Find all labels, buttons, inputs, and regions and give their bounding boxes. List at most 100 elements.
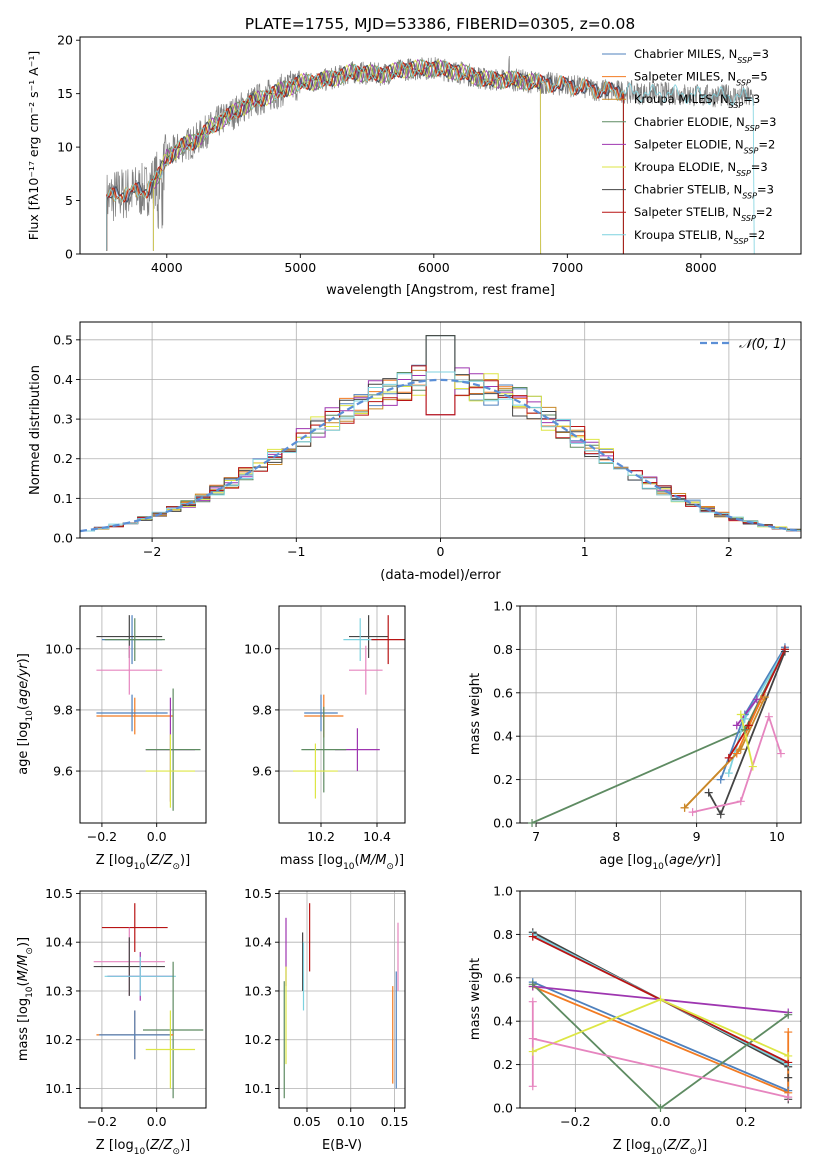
plot-area — [531, 646, 786, 823]
age-vs-metallicity-panel: −0.2 0.0 9.6 9.8 10.0 Z [log10(Z/Z⊙)] age [log… — [16, 605, 207, 872]
y-tick-label: 10 — [57, 140, 73, 155]
y-tick-label: 0.8 — [493, 927, 513, 942]
legend-entry: Chabrier ELODIE, NSSP=3 — [634, 115, 776, 133]
x-tick-label: 0.05 — [293, 1114, 321, 1129]
y-tick-label: 0.2 — [493, 1057, 513, 1072]
y-tick-label: 10.3 — [45, 983, 73, 998]
mass-weight-line — [532, 983, 789, 1108]
data-point-marker — [752, 695, 761, 704]
data-point-marker — [784, 1010, 793, 1019]
x-tick-label: 8000 — [685, 260, 717, 275]
axes-frame — [278, 605, 406, 824]
model-series-line — [152, 59, 542, 254]
data-point-marker — [764, 712, 773, 721]
x-tick-label: 0.2 — [736, 1114, 756, 1129]
x-axis-label: (data-model)/error — [380, 568, 501, 583]
x-tick-label: −0.2 — [87, 1114, 117, 1129]
data-point-marker — [528, 1082, 537, 1091]
y-tick-label: 10.0 — [45, 641, 73, 656]
y-tick-label: 0.6 — [493, 685, 513, 700]
model-series-line — [106, 60, 624, 254]
x-tick-label: 10.4 — [363, 829, 391, 844]
y-tick-label: 10.1 — [45, 1081, 73, 1096]
data-point-marker — [724, 769, 733, 778]
model-series-line — [152, 59, 542, 254]
data-point-marker — [716, 775, 725, 784]
data-point-marker — [744, 721, 753, 730]
mass-weight-line — [736, 698, 758, 726]
y-tick-label: 9.6 — [252, 764, 272, 779]
data-point-marker — [736, 745, 745, 754]
data-point-marker — [784, 1028, 793, 1037]
x-axis-label: Z [log10(Z/Z⊙)] — [96, 1138, 190, 1157]
y-tick-label: 9.8 — [252, 702, 272, 717]
plot-area — [96, 615, 201, 811]
y-tick-label: 0.6 — [493, 970, 513, 985]
y-tick-label: 10.4 — [244, 935, 272, 950]
data-point-marker — [680, 803, 689, 812]
y-tick-label: 5 — [65, 193, 73, 208]
data-point-marker — [704, 788, 713, 797]
y-tick-label: 1.0 — [493, 599, 513, 614]
data-point-marker — [528, 1034, 537, 1043]
data-point-marker — [528, 997, 537, 1006]
y-tick-label: 10.5 — [45, 886, 73, 901]
y-tick-label: 0.0 — [493, 816, 513, 831]
y-tick-label: 9.6 — [53, 764, 73, 779]
data-point-marker — [528, 819, 537, 827]
legend-entry: Kroupa ELODIE, NSSP=3 — [634, 160, 768, 178]
age-vs-mass-panel: 10.2 10.4 9.6 9.8 10.0 mass [log10(M/M⊙)] — [244, 605, 406, 872]
mass-weight-line — [532, 981, 789, 1092]
plot-area — [93, 903, 204, 1099]
legend-entry: Chabrier STELIB, NSSP=3 — [634, 183, 774, 201]
data-point-marker — [528, 980, 537, 989]
x-axis-label: age [log10(age/yr)] — [599, 853, 721, 872]
histogram-step-line — [80, 371, 801, 532]
axes-frame — [519, 605, 802, 824]
x-tick-label: 7 — [532, 829, 540, 844]
model-series-line — [106, 60, 624, 254]
data-point-marker — [740, 714, 749, 723]
model-series-line — [152, 58, 542, 254]
data-point-marker — [784, 1093, 793, 1102]
mass-vs-reddening-panel: 0.05 0.10 0.15 10.1 10.2 10.3 10.4 10.5 E(B-V) — [244, 886, 408, 1153]
data-point-marker — [736, 797, 745, 806]
model-series-line — [106, 59, 755, 254]
y-axis-label: mass weight — [468, 673, 483, 755]
x-tick-label: 7000 — [551, 260, 583, 275]
legend-entry: Kroupa MILES, NSSP=3 — [634, 92, 760, 110]
x-tick-label: 10 — [769, 829, 785, 844]
data-point-marker — [724, 753, 733, 762]
y-tick-label: 1.0 — [493, 884, 513, 899]
data-point-marker — [656, 995, 665, 1004]
spectrum-panel: 4000 5000 6000 7000 8000 0 5 10 15 20 Chabrier MIL… — [26, 33, 802, 298]
legend: Chabrier MILES, NSSP=3 Salpeter MILES, NS… — [602, 47, 776, 245]
normal-reference-curve — [80, 378, 801, 533]
mass-weight-vs-metallicity-panel: −0.2 0.0 0.2 0.0 0.2 0.4 0.6 0.8 1.0 Z [log10(Z/Z… — [468, 884, 802, 1157]
mass-weight-line — [739, 714, 754, 767]
y-tick-label: 10.3 — [244, 983, 272, 998]
x-axis-label: wavelength [Angstrom, rest frame] — [326, 283, 555, 298]
y-tick-label: 0.8 — [493, 642, 513, 657]
y-tick-label: 0.3 — [53, 412, 73, 427]
legend-entry: Chabrier MILES, NSSP=3 — [634, 47, 769, 65]
data-point-marker — [784, 1051, 793, 1060]
x-tick-label: 0.0 — [147, 829, 167, 844]
data-point-marker — [736, 710, 745, 719]
x-axis-label: E(B-V) — [322, 1138, 362, 1153]
legend-entry: 𝒩(0, 1) — [739, 337, 786, 352]
y-tick-label: 0.4 — [493, 1014, 513, 1029]
y-tick-label: 0 — [65, 247, 73, 262]
data-point-marker — [688, 808, 697, 817]
x-tick-label: 10.2 — [307, 829, 335, 844]
y-tick-label: 0.2 — [53, 451, 73, 466]
x-tick-label: 5000 — [284, 260, 316, 275]
x-tick-label: −2 — [143, 544, 161, 559]
y-tick-label: 10.2 — [244, 1032, 272, 1047]
y-axis-label: mass [log10(M/M⊙)] — [16, 937, 35, 1061]
x-axis-label: Z [log10(Z/Z⊙)] — [613, 1138, 707, 1157]
data-point-marker — [780, 645, 789, 654]
data-point-marker — [740, 725, 749, 734]
x-axis-label: Z [log10(Z/Z⊙)] — [96, 853, 190, 872]
